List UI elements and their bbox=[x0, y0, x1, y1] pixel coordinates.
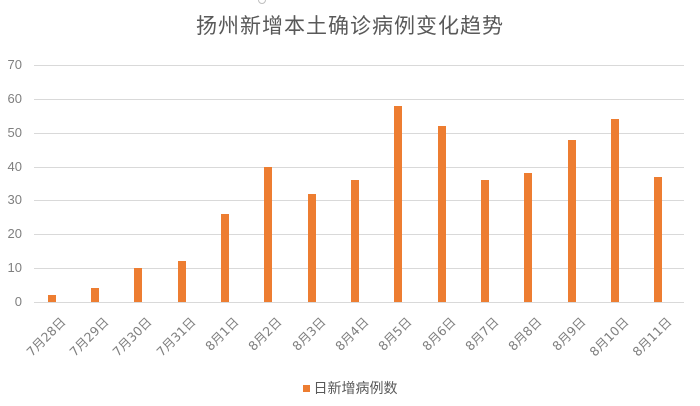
gridline bbox=[34, 302, 684, 303]
x-tick-label: 8月9日 bbox=[548, 314, 589, 354]
gridline bbox=[34, 132, 684, 134]
gridline bbox=[34, 268, 684, 270]
chart-title: 扬州新增本土确诊病例变化趋势 bbox=[196, 14, 504, 38]
legend-label: 日新增病例数 bbox=[313, 381, 398, 397]
y-tick-label: 30 bbox=[7, 192, 22, 208]
gridline bbox=[34, 234, 684, 236]
plot-area bbox=[34, 65, 684, 303]
bar bbox=[307, 193, 316, 302]
decorative-circle-top bbox=[258, 0, 266, 4]
gridline bbox=[34, 166, 684, 168]
bar bbox=[524, 173, 533, 302]
bar bbox=[134, 268, 143, 302]
y-tick-label: 10 bbox=[7, 260, 22, 276]
x-tick-label: 8月6日 bbox=[418, 314, 459, 354]
bar bbox=[177, 261, 186, 302]
legend-swatch-icon bbox=[302, 384, 310, 392]
gridline bbox=[34, 98, 684, 100]
y-tick-label: 20 bbox=[7, 226, 22, 242]
x-tick-label: 8月2日 bbox=[245, 314, 285, 354]
y-tick-label: 60 bbox=[7, 90, 22, 106]
bar bbox=[394, 105, 403, 302]
y-tick-label: 0 bbox=[14, 294, 22, 309]
x-tick-label: 8月1日 bbox=[202, 314, 242, 354]
gridline bbox=[34, 200, 684, 202]
x-tick-label: 8月3日 bbox=[288, 314, 329, 354]
x-tick-label: 7月31日 bbox=[153, 314, 199, 360]
y-tick-label: 70 bbox=[7, 57, 22, 72]
x-tick-label: 8月8日 bbox=[505, 314, 545, 354]
x-tick-label: 8月4日 bbox=[332, 314, 372, 354]
x-tick-label: 8月5日 bbox=[375, 314, 415, 354]
x-tick-label: 8月10日 bbox=[586, 314, 632, 360]
bar bbox=[481, 180, 489, 302]
bar bbox=[654, 176, 663, 302]
x-tick-label: 7月30日 bbox=[109, 314, 155, 360]
bar bbox=[351, 180, 359, 302]
legend: 日新增病例数 bbox=[0, 378, 700, 398]
bar bbox=[47, 295, 56, 302]
gridline bbox=[34, 65, 684, 66]
bar bbox=[567, 139, 576, 302]
y-tick-label: 40 bbox=[7, 158, 22, 174]
x-tick-label: 8月7日 bbox=[462, 314, 502, 354]
y-tick-label: 50 bbox=[7, 124, 22, 140]
bar bbox=[264, 166, 273, 302]
bar bbox=[611, 119, 619, 302]
x-tick-label: 8月11日 bbox=[629, 314, 675, 360]
x-tick-label: 7月29日 bbox=[66, 314, 112, 360]
bar bbox=[221, 213, 229, 302]
x-tick-label: 7月28日 bbox=[23, 314, 69, 360]
bar bbox=[91, 288, 99, 302]
bar bbox=[437, 125, 446, 302]
